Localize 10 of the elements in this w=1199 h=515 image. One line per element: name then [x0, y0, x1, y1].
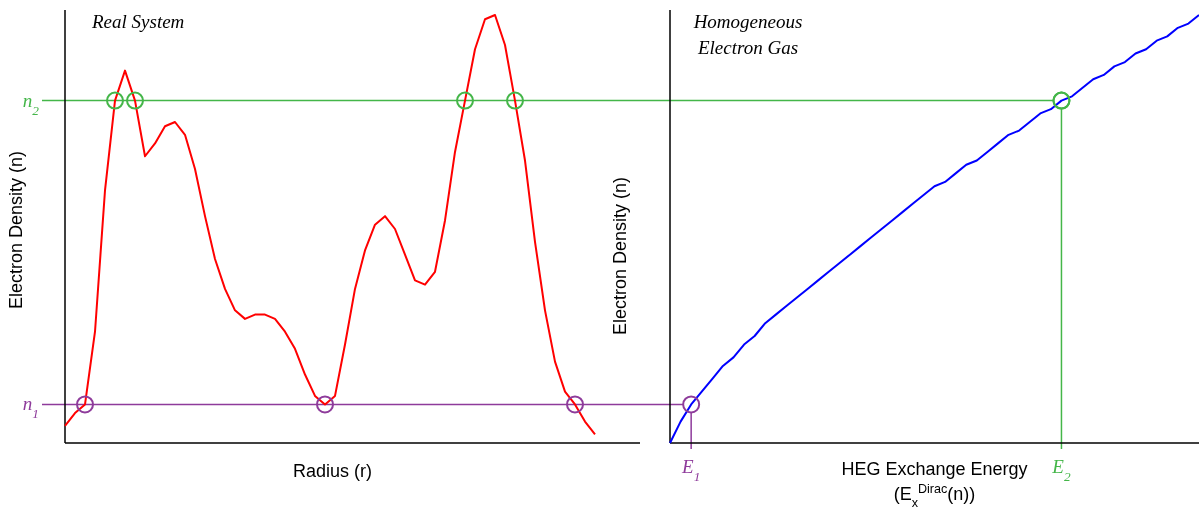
y-axis-title: Electron Density (n) [6, 150, 26, 310]
x-axis-title: HEG Exchange Energy (E$_{x}$$^{Dirac}$(n)) [841, 459, 1028, 511]
x-axis-title: Radius (r) [292, 461, 373, 481]
text: Homogeneous Electron Gas [692, 11, 803, 58]
y-axis-title: Electron Density (n) [610, 176, 630, 336]
ref-line-label: n$_{1}$ [22, 393, 39, 421]
x-tick-label: E$_{1}$ [681, 456, 701, 484]
ref-line-label: n$_{2}$ [22, 89, 40, 118]
x-tick-label: E$_{2}$ [1051, 456, 1071, 484]
chart-title: Real System [91, 11, 185, 32]
